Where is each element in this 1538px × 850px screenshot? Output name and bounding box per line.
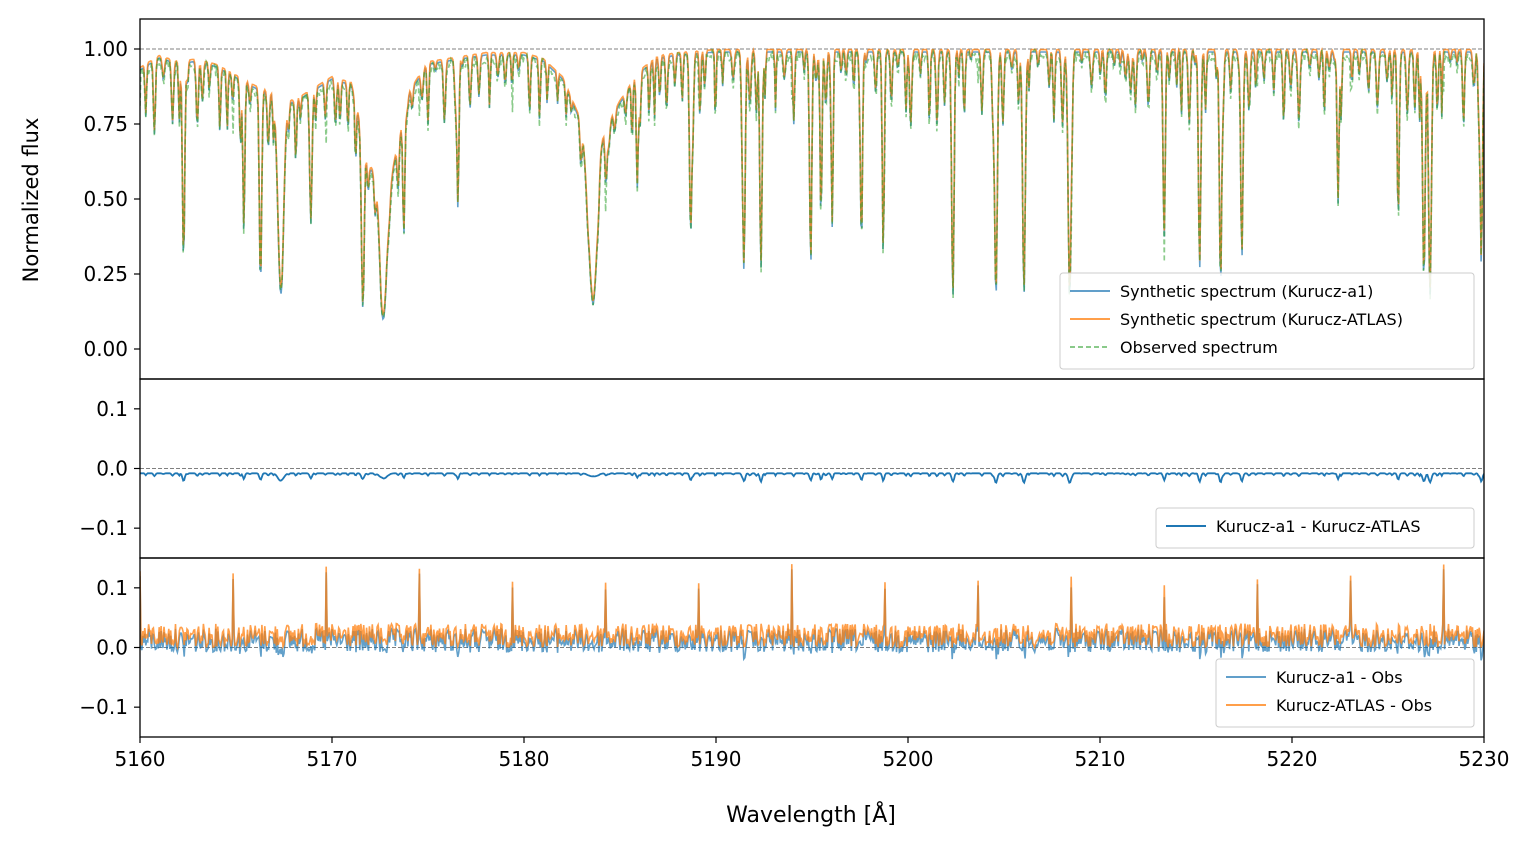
y-tick-label: 0.1 (96, 397, 128, 421)
legend-label: Kurucz-a1 - Kurucz-ATLAS (1216, 517, 1420, 536)
legend-label: Kurucz-a1 - Obs (1276, 668, 1403, 687)
legend-box (1155, 507, 1475, 549)
y-tick-label: 0.75 (83, 112, 128, 136)
legend-box (1215, 658, 1475, 728)
x-tick-label: 5190 (691, 747, 742, 771)
y-tick-label: 1.00 (83, 37, 128, 61)
x-tick-label: 5230 (1459, 747, 1510, 771)
y-tick-label: 0.1 (96, 576, 128, 600)
series-group (140, 472, 1484, 485)
x-tick-label: 5220 (1267, 747, 1318, 771)
legend: Synthetic spectrum (Kurucz-a1) Synthetic … (1059, 272, 1475, 370)
y-tick-label: 0.00 (83, 337, 128, 361)
series-line-2 (140, 47, 1484, 319)
x-tick-label: 5160 (115, 747, 166, 771)
legend-box (1059, 272, 1475, 370)
series-group (140, 564, 1484, 662)
series-group (140, 46, 1484, 321)
y-tick-label: 0.0 (96, 636, 128, 660)
synthetic-difference-panel: −0.1 0.0 0.1 Kurucz-a1 - Kurucz-ATLAS (79, 378, 1485, 559)
x-axis-label: Wavelength [Å] (726, 801, 896, 828)
x-tick-label: 5170 (307, 747, 358, 771)
x-tick-label: 5200 (883, 747, 934, 771)
legend-label: Synthetic spectrum (Kurucz-a1) (1120, 282, 1373, 301)
x-tick-label: 5210 (1075, 747, 1126, 771)
y-tick-label: −0.1 (79, 516, 128, 540)
series-line-0 (140, 472, 1484, 485)
series-line-1 (140, 564, 1484, 651)
legend-label: Observed spectrum (1120, 338, 1278, 357)
y-tick-label: 0.0 (96, 457, 128, 481)
y-tick-label: 0.25 (83, 262, 128, 286)
legend: Kurucz-a1 - Kurucz-ATLAS (1155, 507, 1475, 549)
legend: Kurucz-a1 - Obs Kurucz-ATLAS - Obs (1215, 658, 1475, 728)
y-tick-label: −0.1 (79, 695, 128, 719)
spectra-panel: 0.00 0.25 0.50 0.75 1.00 Synthetic spectrum (… (83, 18, 1485, 380)
y-axis-label: Normalized flux (19, 118, 43, 283)
observed-residuals-panel: −0.1 0.0 0.1 5160 5170 5180 5190 5200 5210 5220 52… (79, 557, 1510, 771)
y-tick-label: 0.50 (83, 187, 128, 211)
legend-label: Synthetic spectrum (Kurucz-ATLAS) (1120, 310, 1403, 329)
legend-label: Kurucz-ATLAS - Obs (1276, 696, 1432, 715)
x-tick-label: 5180 (499, 747, 550, 771)
